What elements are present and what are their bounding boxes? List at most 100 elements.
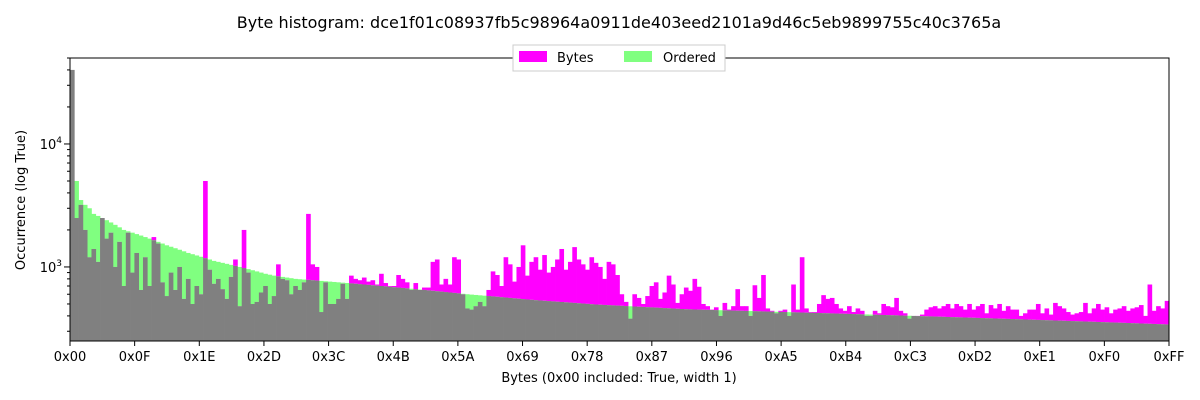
overlap-bar bbox=[962, 317, 968, 341]
ordered-bar bbox=[108, 222, 114, 233]
bytes-bar bbox=[486, 289, 492, 297]
bytes-bar bbox=[374, 284, 380, 286]
x-tick-label: 0x96 bbox=[700, 350, 733, 365]
overlap-bar bbox=[1151, 323, 1157, 341]
bytes-bar bbox=[945, 303, 951, 317]
bytes-bar bbox=[353, 278, 358, 284]
bytes-bar bbox=[679, 294, 685, 310]
overlap-bar bbox=[980, 318, 985, 341]
overlap-bar bbox=[190, 303, 195, 341]
bytes-bar bbox=[877, 313, 882, 315]
bytes-bar bbox=[778, 310, 783, 312]
overlap-bar bbox=[1074, 321, 1080, 341]
bytes-bar bbox=[731, 306, 736, 311]
bytes-bar bbox=[1087, 313, 1093, 322]
ordered-bar bbox=[336, 282, 341, 299]
overlap-bar bbox=[598, 304, 603, 341]
bytes-bar bbox=[962, 309, 968, 318]
bytes-bar bbox=[512, 281, 517, 299]
overlap-bar bbox=[623, 306, 629, 341]
x-tick-label: 0x3C bbox=[312, 350, 345, 365]
ordered-bar bbox=[318, 280, 324, 313]
bytes-bar bbox=[357, 280, 363, 285]
ordered-bar bbox=[164, 245, 170, 297]
overlap-bar bbox=[885, 315, 891, 341]
bytes-bar bbox=[881, 303, 887, 315]
overlap-bar bbox=[280, 278, 285, 341]
overlap-bar bbox=[499, 297, 504, 341]
overlap-bar bbox=[804, 312, 809, 341]
bytes-bar bbox=[1057, 306, 1063, 321]
bytes-bar bbox=[495, 275, 500, 297]
overlap-bar bbox=[318, 312, 324, 341]
bytes-bar bbox=[1117, 308, 1123, 323]
bytes-bar bbox=[692, 278, 698, 310]
overlap-bar bbox=[460, 294, 466, 341]
overlap-bar bbox=[713, 310, 719, 341]
overlap-bar bbox=[224, 298, 230, 341]
bytes-bar bbox=[306, 213, 311, 280]
bytes-bar bbox=[859, 310, 865, 315]
overlap-bar bbox=[1147, 323, 1153, 341]
overlap-bar bbox=[799, 312, 805, 341]
ordered-bar bbox=[409, 288, 414, 290]
bytes-bar bbox=[653, 282, 659, 308]
bytes-bar bbox=[1005, 306, 1011, 319]
bytes-bar bbox=[507, 264, 513, 298]
ordered-bar bbox=[628, 306, 633, 319]
overlap-bar bbox=[812, 312, 818, 341]
bytes-bar bbox=[1121, 306, 1127, 323]
bytes-bar bbox=[426, 287, 431, 291]
overlap-bar bbox=[567, 302, 573, 341]
bytes-bar bbox=[1040, 313, 1045, 321]
ordered-bar bbox=[160, 243, 165, 283]
bytes-bar bbox=[696, 286, 702, 310]
ordered-bar bbox=[288, 278, 294, 295]
overlap-bar bbox=[1023, 319, 1028, 341]
overlap-bar bbox=[147, 286, 152, 341]
ordered-bar bbox=[177, 249, 182, 267]
overlap-bar bbox=[1134, 323, 1140, 341]
overlap-bar bbox=[683, 309, 689, 341]
bytes-bar bbox=[1010, 309, 1015, 320]
ordered-bar bbox=[254, 271, 260, 302]
overlap-bar bbox=[1143, 323, 1148, 341]
overlap-bar bbox=[718, 315, 723, 341]
x-tick-label: 0x5A bbox=[441, 350, 474, 365]
x-tick-label: 0x00 bbox=[54, 350, 87, 365]
bytes-bar bbox=[799, 257, 805, 313]
overlap-bar bbox=[220, 289, 225, 341]
bytes-bar bbox=[370, 280, 376, 286]
bytes-bar bbox=[555, 259, 560, 302]
x-axis-ticks: 0x00 0x0F 0x1E 0x2D 0x3C 0x4B 0x5A 0x69 0x78 0x87… bbox=[54, 341, 1184, 365]
bytes-bar bbox=[379, 273, 384, 287]
ordered-bar bbox=[280, 276, 285, 279]
overlap-bars bbox=[70, 69, 1170, 341]
overlap-bar bbox=[340, 283, 346, 341]
overlap-bar bbox=[246, 272, 251, 341]
ordered-bar bbox=[95, 215, 101, 262]
bytes-bar bbox=[1053, 302, 1058, 321]
overlap-bar bbox=[447, 292, 453, 341]
ordered-bar bbox=[473, 294, 479, 307]
legend[interactable]: Bytes Ordered bbox=[512, 44, 726, 72]
bytes-bar bbox=[847, 306, 852, 314]
overlap-bar bbox=[1040, 320, 1045, 341]
overlap-bar bbox=[168, 272, 174, 341]
overlap-bar bbox=[971, 317, 977, 341]
ordered-bar bbox=[748, 311, 753, 316]
overlap-bar bbox=[1104, 322, 1110, 341]
overlap-bar bbox=[1053, 320, 1058, 341]
ordered-bar bbox=[718, 310, 723, 316]
bytes-bar bbox=[391, 286, 397, 288]
bytes-bar bbox=[623, 301, 629, 307]
overlap-bar bbox=[774, 313, 779, 341]
overlap-bar bbox=[580, 303, 586, 341]
overlap-bar bbox=[795, 312, 801, 341]
overlap-bar bbox=[593, 304, 599, 341]
overlap-bar bbox=[327, 303, 333, 341]
overlap-bar bbox=[834, 313, 839, 341]
overlap-bar bbox=[263, 286, 268, 341]
bytes-bar bbox=[1091, 308, 1097, 322]
ordered-bar bbox=[194, 255, 200, 287]
